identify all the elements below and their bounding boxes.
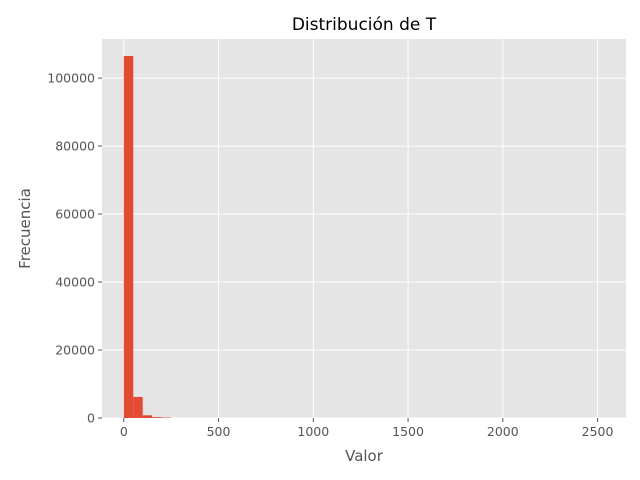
chart-title: Distribución de T xyxy=(292,15,437,35)
grid xyxy=(102,39,626,419)
y-tick-label: 20000 xyxy=(55,343,95,358)
x-tick-label: 500 xyxy=(207,424,231,439)
x-axis-label: Valor xyxy=(345,447,384,465)
histogram-bar xyxy=(142,415,153,418)
plot-area xyxy=(102,39,626,418)
x-tick-label: 1500 xyxy=(392,424,424,439)
histogram-bar xyxy=(123,55,134,418)
axis-ticks: 0 500 1000 1500 2000 2500 0 20000 40000 60000 8000… xyxy=(47,71,613,439)
histogram-bar xyxy=(152,417,162,418)
x-tick-label: 0 xyxy=(120,424,128,439)
y-axis-label: Frecuencia xyxy=(16,188,34,269)
x-tick-label: 2000 xyxy=(487,424,519,439)
x-tick-label: 1000 xyxy=(297,424,329,439)
y-tick-label: 40000 xyxy=(55,275,95,290)
x-tick-label: 2500 xyxy=(582,424,614,439)
histogram-bar xyxy=(133,396,143,418)
y-tick-label: 60000 xyxy=(55,207,95,222)
y-tick-label: 100000 xyxy=(47,71,95,86)
y-tick-label: 80000 xyxy=(55,139,95,154)
bars xyxy=(123,55,172,418)
y-tick-label: 0 xyxy=(87,411,95,426)
